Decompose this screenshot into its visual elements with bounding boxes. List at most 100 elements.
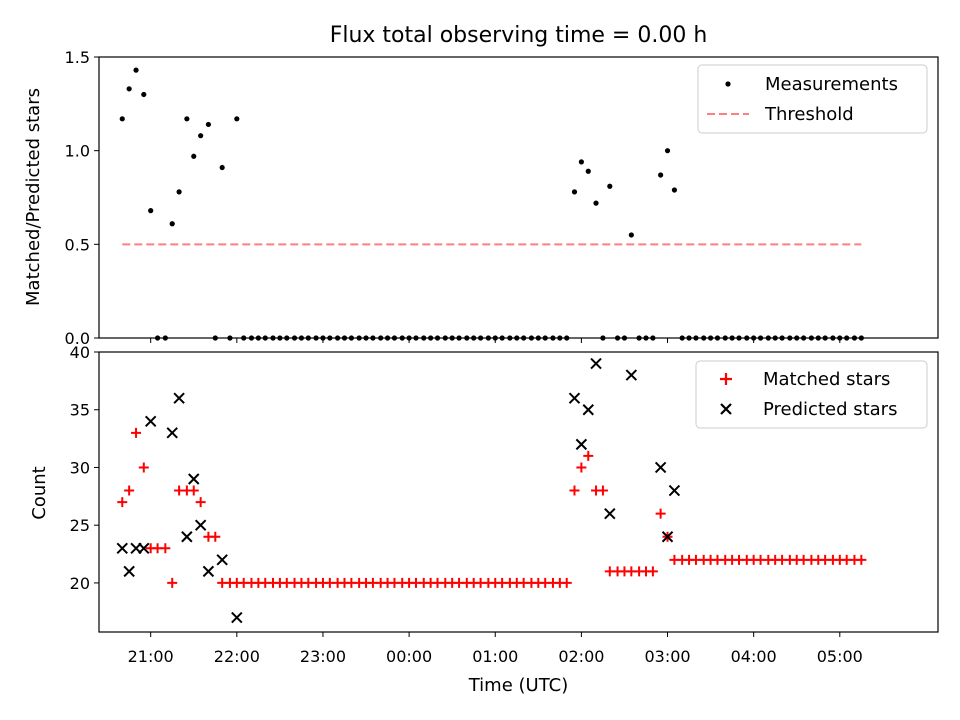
bottom-y-tick-label: 30: [70, 458, 90, 477]
measurement-point: [126, 86, 132, 92]
top-y-tick-label: 1.0: [65, 142, 90, 161]
measurement-point: [571, 189, 578, 195]
bottom-x-tick-label: 03:00: [644, 647, 690, 666]
bottom-axes-frame: [98, 351, 939, 633]
measurement-point: [578, 159, 584, 165]
legend-predicted-label: Predicted stars: [763, 399, 897, 420]
bottom-y-axis-label: Count: [29, 466, 50, 519]
predicted-star-point: [138, 542, 150, 554]
predicted-star-point: [123, 565, 135, 578]
measurement-point: [176, 189, 182, 195]
top-x-tickmarks: [150, 338, 841, 343]
bottom-x-tick-label: 21:00: [128, 647, 174, 666]
measurement-point: [198, 133, 204, 139]
matched-star-point: [856, 554, 867, 565]
top-legend-box: [697, 64, 928, 134]
predicted-star-point: [181, 531, 193, 543]
measurement-point: [234, 116, 240, 122]
bottom-x-tick-label: 00:00: [386, 647, 432, 666]
matched-star-point: [138, 462, 149, 473]
top-plot-area: [119, 67, 864, 341]
measurement-point: [658, 172, 664, 178]
top-y-tick-label: 1.5: [65, 48, 90, 67]
predicted-star-point: [590, 357, 602, 370]
matched-star-point: [583, 450, 594, 461]
legend-measurements-marker: [725, 81, 731, 87]
bottom-x-tick-label: 02:00: [558, 647, 604, 666]
matched-star-point: [576, 462, 587, 473]
bottom-x-tick-label: 01:00: [472, 647, 518, 666]
matched-star-point: [188, 485, 199, 496]
matched-star-point: [167, 577, 178, 588]
legend-matched-label: Matched stars: [763, 369, 890, 390]
bottom-x-tick-label: 05:00: [817, 647, 863, 666]
measurement-point: [184, 116, 190, 122]
predicted-star-point: [582, 404, 594, 416]
top-y-axis-label: Matched/Predicted stars: [23, 88, 44, 306]
measurement-point: [148, 208, 154, 214]
bottom-plot-area: [116, 357, 867, 624]
bottom-x-axis: 21:00 22:00 23:00 00:00 01:00 02:00 03:00 04:00…: [128, 632, 863, 666]
measurement-point: [607, 183, 613, 189]
bottom-y-tick-label: 40: [70, 343, 90, 362]
matched-star-point: [160, 543, 171, 554]
bottom-y-axis: 20 25 30 35 40: [70, 343, 99, 593]
measurement-point: [191, 153, 197, 159]
bottom-x-tick-label: 22:00: [214, 647, 260, 666]
predicted-star-point: [188, 473, 200, 485]
matched-star-point: [131, 427, 142, 438]
matched-star-point: [210, 531, 221, 542]
top-axes-frame: [98, 56, 939, 339]
measurement-point: [169, 221, 175, 227]
measurement-point: [141, 91, 147, 98]
predicted-star-point: [568, 392, 581, 404]
matched-star-point: [569, 485, 580, 496]
measurement-point: [119, 116, 125, 122]
top-legend: Measurements Threshold: [697, 64, 928, 134]
matched-star-point: [124, 485, 135, 496]
predicted-star-point: [231, 611, 243, 624]
matched-star-point: [597, 485, 608, 496]
bottom-y-tick-label: 25: [70, 516, 90, 535]
predicted-star-point: [661, 531, 674, 543]
top-y-tick-label: 0.5: [65, 235, 90, 254]
legend-matched-marker: [720, 373, 732, 385]
top-chart-title: Flux total observing time = 0.00 h: [330, 23, 708, 48]
bottom-legend-box: [695, 360, 928, 429]
bottom-x-tick-label: 04:00: [731, 647, 777, 666]
measurement-point: [671, 187, 678, 193]
bottom-x-tick-label: 23:00: [300, 647, 346, 666]
predicted-star-point: [604, 507, 616, 520]
predicted-star-point: [625, 369, 638, 381]
predicted-star-point: [202, 565, 215, 578]
legend-predicted-marker: [720, 403, 732, 415]
measurement-point: [593, 200, 599, 206]
matched-star-point: [655, 508, 666, 519]
predicted-star-point: [668, 484, 681, 497]
predicted-star-point: [654, 461, 667, 474]
matched-star-point: [647, 566, 658, 577]
measurement-point: [205, 121, 211, 128]
legend-measurements-label: Measurements: [765, 74, 898, 95]
measurement-point: [585, 168, 591, 174]
predicted-star-point: [116, 542, 128, 554]
predicted-star-point: [173, 392, 185, 404]
bottom-y-tick-label: 35: [70, 401, 90, 420]
predicted-star-point: [194, 519, 207, 531]
bottom-legend: Matched stars Predicted stars: [695, 360, 928, 429]
predicted-star-point: [144, 415, 157, 427]
bottom-y-tick-label: 20: [70, 574, 90, 593]
predicted-star-point: [166, 427, 178, 439]
measurement-point: [664, 148, 671, 154]
predicted-star-point: [575, 438, 588, 451]
matched-star-point: [195, 497, 206, 508]
matched-star-point: [117, 497, 128, 508]
x-axis-label: Time (UTC): [468, 675, 569, 696]
predicted-star-point: [216, 554, 228, 566]
legend-threshold-label: Threshold: [764, 104, 854, 125]
measurement-point: [133, 67, 139, 73]
top-y-tick-label: 0.0: [65, 329, 90, 348]
measurement-point: [219, 164, 225, 171]
top-y-axis: 0.0 0.5 1.0 1.5: [65, 48, 99, 348]
